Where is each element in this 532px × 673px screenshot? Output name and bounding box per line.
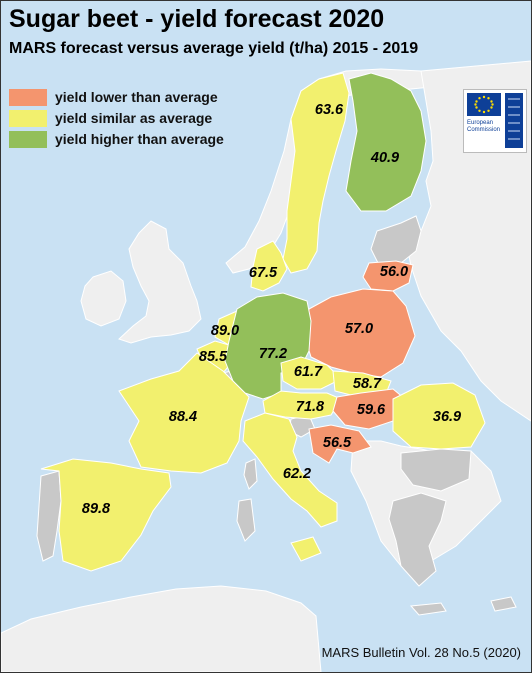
region-lithuania — [362, 260, 414, 292]
latvia-estonia-region — [370, 215, 422, 266]
region-italy — [242, 412, 338, 528]
legend-label-higher: yield higher than average — [55, 131, 224, 147]
value-label-czechia: 61.7 — [293, 364, 323, 380]
region-sweden — [282, 72, 350, 274]
page-title: Sugar beet - yield forecast 2020 — [9, 5, 385, 33]
value-label-poland: 57.0 — [344, 321, 374, 337]
source-credit: MARS Bulletin Vol. 28 No.5 (2020) — [321, 645, 521, 660]
crete-region — [409, 602, 447, 616]
value-label-sweden: 63.6 — [314, 102, 344, 118]
legend-item-similar: yield similar as average — [9, 109, 212, 127]
region-sicily — [290, 536, 322, 562]
value-label-romania: 36.9 — [432, 409, 462, 425]
bulgaria-region — [400, 448, 472, 492]
value-label-finland: 40.9 — [370, 150, 400, 166]
value-label-spain: 89.8 — [81, 501, 111, 517]
value-label-netherlands: 89.0 — [210, 323, 240, 339]
eu-stars-icon — [474, 95, 494, 114]
region-germany — [224, 292, 312, 400]
north-africa-landmass — [1, 585, 322, 672]
value-label-france: 88.4 — [168, 409, 198, 425]
value-label-austria: 71.8 — [295, 399, 325, 415]
logo-decoration-icon — [505, 93, 523, 148]
greece-region — [388, 492, 447, 587]
page-subtitle: MARS forecast versus average yield (t/ha… — [9, 40, 419, 57]
region-france — [118, 352, 250, 474]
region-croatia — [308, 424, 372, 464]
region-denmark — [250, 240, 288, 292]
region-spain — [40, 458, 172, 572]
logo-line-1: European — [467, 120, 494, 126]
uk-landmass — [118, 220, 202, 344]
logo-line-2: Commission — [467, 127, 501, 133]
legend-item-higher: yield higher than average — [9, 130, 224, 148]
value-label-italy: 62.2 — [282, 466, 312, 482]
sardinia-region — [236, 498, 256, 542]
legend-item-lower: yield lower than average — [9, 88, 218, 106]
cyprus-region — [490, 596, 517, 612]
region-romania — [392, 382, 486, 450]
european-commission-logo: European Commission — [463, 89, 527, 153]
value-label-croatia: 56.5 — [322, 435, 352, 451]
region-poland — [302, 288, 416, 378]
region-czechia — [280, 356, 342, 390]
ireland-landmass — [80, 270, 127, 327]
value-label-hungary: 59.6 — [356, 402, 386, 418]
value-label-belgium: 85.5 — [198, 349, 228, 365]
legend-swatch-higher — [9, 130, 47, 148]
value-label-germany: 77.2 — [258, 346, 288, 362]
corsica-region — [243, 458, 258, 490]
value-label-lithuania: 56.0 — [379, 264, 409, 280]
region-finland — [345, 72, 427, 212]
logo-text: European Commission — [467, 120, 500, 134]
value-label-denmark: 67.5 — [248, 265, 278, 281]
eu-flag-icon — [467, 93, 501, 116]
legend-label-lower: yield lower than average — [55, 89, 218, 105]
legend-label-similar: yield similar as average — [55, 110, 213, 126]
legend-swatch-similar — [9, 109, 47, 127]
legend-swatch-lower — [9, 88, 47, 106]
value-label-slovakia: 58.7 — [352, 376, 382, 392]
